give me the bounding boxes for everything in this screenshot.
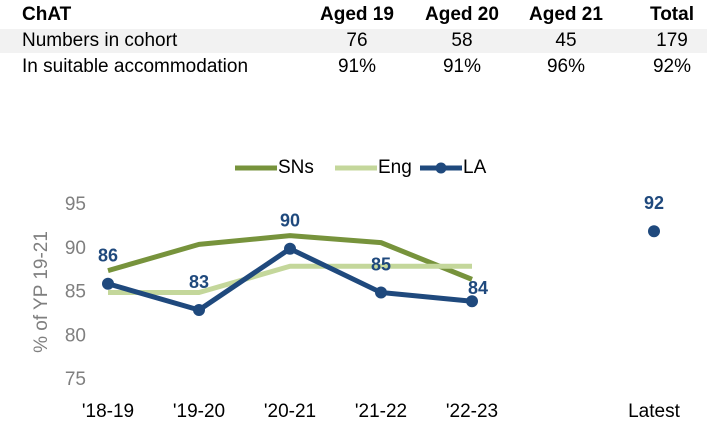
table-cell: 45 [555, 30, 576, 51]
legend-label: Eng [378, 157, 412, 178]
table-cell: 96% [547, 56, 585, 77]
table-cell: 91% [443, 56, 481, 77]
y-tick-label: 90 [65, 238, 86, 259]
point-marker [102, 277, 114, 290]
x-tick-label: '20-21 [264, 401, 316, 422]
table-cell: 92% [653, 56, 691, 77]
y-tick-label: 95 [65, 194, 86, 215]
series-line [107, 233, 473, 282]
point-marker [648, 225, 660, 238]
table-header-cell: Aged 20 [425, 4, 499, 25]
y-axis-label: % of YP 19-21 [31, 231, 52, 353]
series-line [108, 263, 472, 295]
data-label: 86 [98, 246, 118, 266]
data-label: 83 [189, 272, 209, 292]
x-tick-label: '21-22 [355, 401, 407, 422]
table-cell: 179 [656, 30, 688, 51]
x-tick-label: Latest [628, 401, 680, 422]
x-tick-label: '19-20 [173, 401, 225, 422]
y-tick-label: 75 [65, 369, 86, 390]
table-cell: 91% [338, 56, 376, 77]
table-cell: 76 [346, 30, 367, 51]
table-header-cell: ChAT [22, 4, 72, 25]
row-band [0, 29, 707, 53]
data-label: 92 [644, 193, 664, 213]
table-header-cell: Total [650, 4, 694, 25]
x-tick-label: '22-23 [446, 401, 498, 422]
table-header-cell: Aged 21 [529, 4, 603, 25]
data-label: 85 [371, 254, 391, 274]
legend-label: SNs [278, 157, 314, 178]
table-cell: 58 [451, 30, 472, 51]
legend-label: LA [463, 157, 487, 178]
table-cell: Numbers in cohort [22, 30, 178, 51]
data-label: 90 [280, 211, 300, 231]
data-label: 84 [468, 278, 488, 298]
point-marker [466, 295, 478, 308]
table-cell: In suitable accommodation [22, 56, 248, 77]
legend-marker [435, 162, 447, 174]
point-marker [375, 286, 387, 299]
point-marker [193, 304, 205, 316]
y-tick-label: 80 [65, 325, 86, 346]
point-marker [284, 242, 296, 255]
y-tick-label: 85 [65, 282, 86, 303]
x-tick-label: '18-19 [82, 401, 134, 422]
table-header-cell: Aged 19 [320, 4, 394, 25]
